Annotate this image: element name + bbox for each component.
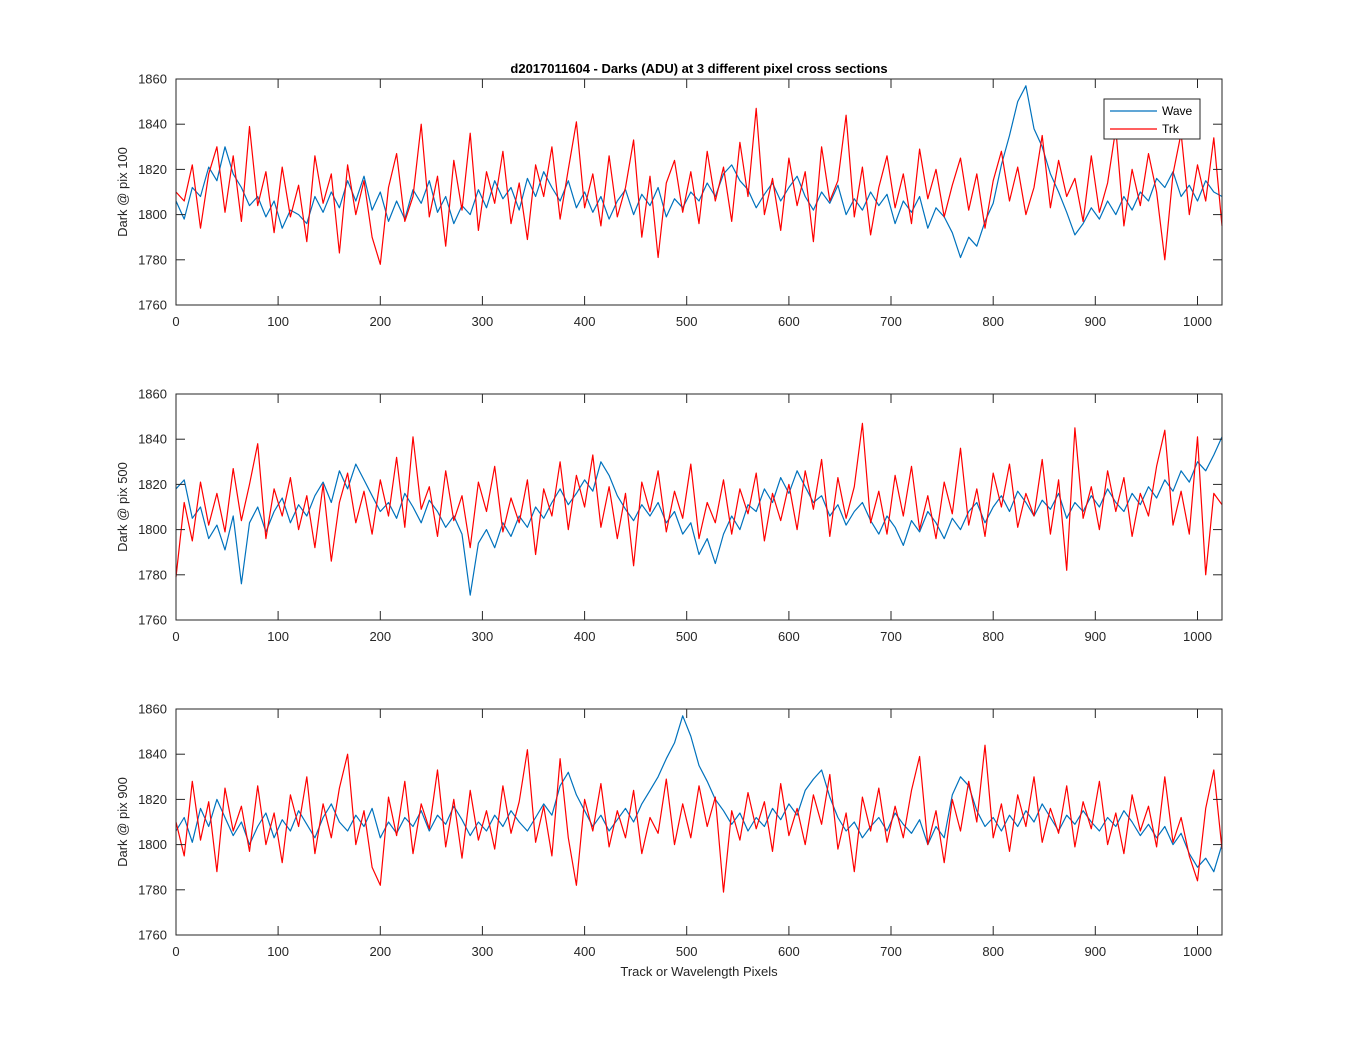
x-tick-label: 300 xyxy=(472,629,494,644)
legend-box xyxy=(1103,98,1201,140)
x-tick-label: 100 xyxy=(267,944,289,959)
y-tick-label: 1800 xyxy=(138,207,167,222)
y-axis-label-pix-100: Dark @ pix 100 xyxy=(115,147,130,237)
y-tick-label: 1760 xyxy=(138,613,167,628)
x-tick-label: 600 xyxy=(778,944,800,959)
x-tick-label: 700 xyxy=(880,944,902,959)
y-tick-label: 1840 xyxy=(138,747,167,762)
x-tick-label: 600 xyxy=(778,629,800,644)
plot-area xyxy=(175,85,1223,265)
legend-label-wave: Wave xyxy=(1162,104,1193,118)
series-line-wave xyxy=(175,85,1223,259)
x-tick-label: 700 xyxy=(880,314,902,329)
y-tick-label: 1860 xyxy=(138,702,167,717)
y-tick-label: 1760 xyxy=(138,928,167,943)
x-tick-label: 800 xyxy=(982,944,1004,959)
x-tick-label: 600 xyxy=(778,314,800,329)
y-tick-label: 1800 xyxy=(138,522,167,537)
y-tick-label: 1780 xyxy=(138,567,167,582)
axes-box xyxy=(175,393,1223,621)
y-tick-label: 1800 xyxy=(138,837,167,852)
x-tick-label: 1000 xyxy=(1183,314,1212,329)
x-tick-label: 0 xyxy=(172,314,179,329)
y-axis: 1760 1780 1800 1820 1840 1860 xyxy=(138,387,1222,628)
x-tick-label: 0 xyxy=(172,944,179,959)
legend-label-trk: Trk xyxy=(1162,122,1180,136)
x-tick-label: 900 xyxy=(1084,944,1106,959)
y-tick-label: 1820 xyxy=(138,477,167,492)
x-axis-label: Track or Wavelength Pixels xyxy=(620,964,778,979)
plot-area xyxy=(175,715,1223,893)
legend: Wave Trk xyxy=(1103,98,1201,140)
x-tick-label: 1000 xyxy=(1183,629,1212,644)
x-axis: 0 100 200 300 400 500 600 700 800 900 1000 xyxy=(172,709,1212,959)
subplot-2: 0 100 200 300 400 500 600 700 800 900 1000 1760 1780… xyxy=(138,387,1223,644)
x-tick-label: 100 xyxy=(267,629,289,644)
x-tick-label: 500 xyxy=(676,629,698,644)
y-axis: 1760 1780 1800 1820 1840 1860 xyxy=(138,702,1222,943)
x-axis: 0 100 200 300 400 500 600 700 800 900 1000 xyxy=(172,394,1212,644)
x-tick-label: 400 xyxy=(574,944,596,959)
series-line-wave xyxy=(175,715,1223,873)
y-tick-label: 1760 xyxy=(138,298,167,313)
axes-box xyxy=(175,78,1223,306)
x-tick-label: 500 xyxy=(676,944,698,959)
x-tick-label: 0 xyxy=(172,629,179,644)
x-tick-label: 900 xyxy=(1084,629,1106,644)
y-axis-label-pix-900: Dark @ pix 900 xyxy=(115,777,130,867)
y-axis: 1760 1780 1800 1820 1840 1860 xyxy=(138,72,1222,313)
x-tick-label: 800 xyxy=(982,314,1004,329)
axes-box xyxy=(175,708,1223,936)
y-tick-label: 1820 xyxy=(138,792,167,807)
x-tick-label: 800 xyxy=(982,629,1004,644)
x-tick-label: 400 xyxy=(574,629,596,644)
x-tick-label: 200 xyxy=(369,944,391,959)
x-tick-label: 500 xyxy=(676,314,698,329)
y-tick-label: 1780 xyxy=(138,252,167,267)
y-tick-label: 1860 xyxy=(138,72,167,87)
x-tick-label: 1000 xyxy=(1183,944,1212,959)
x-axis: 0 100 200 300 400 500 600 700 800 900 1000 xyxy=(172,79,1212,329)
x-tick-label: 300 xyxy=(472,314,494,329)
x-tick-label: 300 xyxy=(472,944,494,959)
plot-area xyxy=(175,422,1223,596)
x-tick-label: 700 xyxy=(880,629,902,644)
series-line-trk xyxy=(175,744,1223,893)
x-tick-label: 200 xyxy=(369,314,391,329)
y-tick-label: 1780 xyxy=(138,882,167,897)
y-axis-label-pix-500: Dark @ pix 500 xyxy=(115,462,130,552)
y-tick-label: 1860 xyxy=(138,387,167,402)
series-line-trk xyxy=(175,422,1223,578)
x-tick-label: 100 xyxy=(267,314,289,329)
subplot-3: 0 100 200 300 400 500 600 700 800 900 1000 1760 1780… xyxy=(138,702,1223,959)
x-tick-label: 900 xyxy=(1084,314,1106,329)
series-line-trk xyxy=(175,107,1223,265)
y-tick-label: 1840 xyxy=(138,117,167,132)
x-tick-label: 400 xyxy=(574,314,596,329)
y-tick-label: 1820 xyxy=(138,162,167,177)
y-tick-label: 1840 xyxy=(138,432,167,447)
x-tick-label: 200 xyxy=(369,629,391,644)
subplot-1: 0 100 200 300 400 500 600 700 800 900 1000 1760 1780… xyxy=(138,72,1223,329)
chart-title: d2017011604 - Darks (ADU) at 3 different… xyxy=(510,61,887,76)
